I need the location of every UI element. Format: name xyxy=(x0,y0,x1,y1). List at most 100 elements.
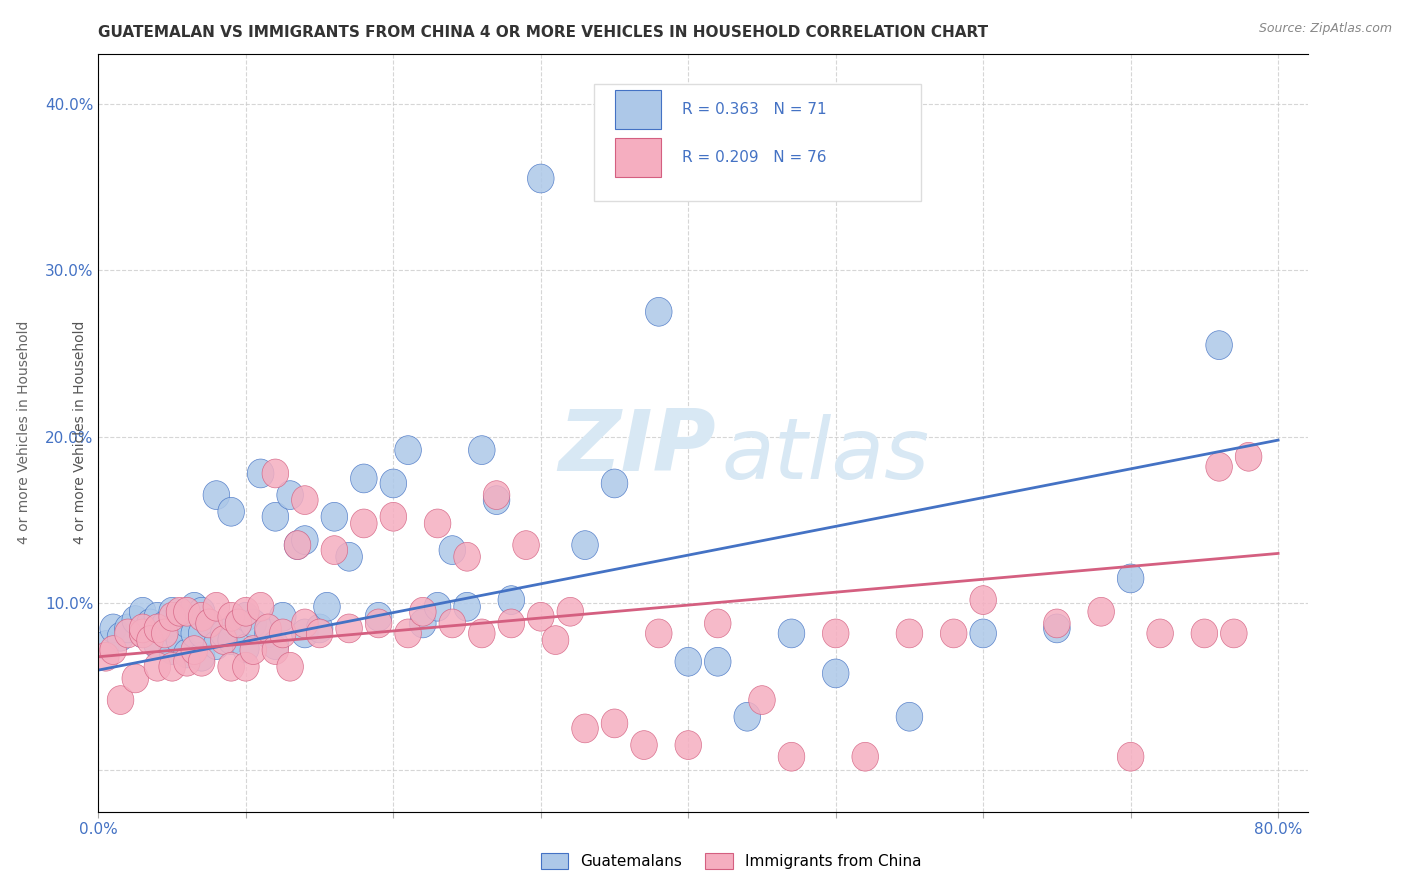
FancyBboxPatch shape xyxy=(614,90,661,129)
Ellipse shape xyxy=(1088,598,1115,626)
Ellipse shape xyxy=(366,609,392,638)
Ellipse shape xyxy=(181,636,208,665)
Ellipse shape xyxy=(543,625,569,655)
Ellipse shape xyxy=(277,652,304,681)
Ellipse shape xyxy=(572,531,599,559)
Ellipse shape xyxy=(645,619,672,648)
Ellipse shape xyxy=(202,481,229,509)
Ellipse shape xyxy=(941,619,967,648)
Ellipse shape xyxy=(143,631,170,659)
Ellipse shape xyxy=(173,648,200,676)
Ellipse shape xyxy=(188,642,215,671)
Ellipse shape xyxy=(93,631,120,659)
Ellipse shape xyxy=(734,702,761,731)
Ellipse shape xyxy=(380,469,406,498)
Ellipse shape xyxy=(896,702,922,731)
Ellipse shape xyxy=(100,614,127,643)
FancyBboxPatch shape xyxy=(595,84,921,202)
Ellipse shape xyxy=(247,592,274,621)
Text: R = 0.363   N = 71: R = 0.363 N = 71 xyxy=(682,102,827,117)
Ellipse shape xyxy=(321,536,347,565)
Ellipse shape xyxy=(307,619,333,648)
Ellipse shape xyxy=(778,742,804,772)
Ellipse shape xyxy=(262,459,288,488)
Ellipse shape xyxy=(602,469,628,498)
Ellipse shape xyxy=(645,297,672,326)
Ellipse shape xyxy=(211,619,238,648)
Ellipse shape xyxy=(439,536,465,565)
Ellipse shape xyxy=(159,652,186,681)
Ellipse shape xyxy=(218,625,245,655)
Ellipse shape xyxy=(314,592,340,621)
Ellipse shape xyxy=(232,652,259,681)
Text: ZIP: ZIP xyxy=(558,406,716,490)
Ellipse shape xyxy=(527,602,554,632)
Ellipse shape xyxy=(240,636,267,665)
Ellipse shape xyxy=(395,619,422,648)
Ellipse shape xyxy=(704,648,731,676)
Ellipse shape xyxy=(152,619,179,648)
Ellipse shape xyxy=(247,459,274,488)
Text: atlas: atlas xyxy=(721,414,929,497)
Y-axis label: 4 or more Vehicles in Household: 4 or more Vehicles in Household xyxy=(17,321,31,544)
Ellipse shape xyxy=(970,586,997,615)
Ellipse shape xyxy=(484,481,510,509)
Ellipse shape xyxy=(240,609,267,638)
Ellipse shape xyxy=(439,609,465,638)
Ellipse shape xyxy=(129,619,156,648)
Ellipse shape xyxy=(336,542,363,571)
Ellipse shape xyxy=(1118,742,1144,772)
Ellipse shape xyxy=(152,611,179,640)
Ellipse shape xyxy=(307,614,333,643)
Ellipse shape xyxy=(232,602,259,632)
Ellipse shape xyxy=(778,619,804,648)
Ellipse shape xyxy=(1147,619,1174,648)
Ellipse shape xyxy=(321,502,347,531)
Ellipse shape xyxy=(1043,609,1070,638)
Ellipse shape xyxy=(173,609,200,638)
Ellipse shape xyxy=(129,619,156,648)
Ellipse shape xyxy=(468,619,495,648)
Ellipse shape xyxy=(218,498,245,526)
Ellipse shape xyxy=(350,464,377,493)
Ellipse shape xyxy=(181,592,208,621)
Ellipse shape xyxy=(107,686,134,714)
Ellipse shape xyxy=(1043,614,1070,643)
Ellipse shape xyxy=(675,648,702,676)
Ellipse shape xyxy=(425,509,451,538)
Ellipse shape xyxy=(631,731,658,759)
Ellipse shape xyxy=(218,602,245,632)
Ellipse shape xyxy=(270,619,297,648)
Ellipse shape xyxy=(409,609,436,638)
Ellipse shape xyxy=(188,598,215,626)
Ellipse shape xyxy=(675,731,702,759)
Ellipse shape xyxy=(262,631,288,659)
Ellipse shape xyxy=(181,619,208,648)
Ellipse shape xyxy=(159,636,186,665)
Ellipse shape xyxy=(291,525,318,555)
Ellipse shape xyxy=(202,631,229,659)
Ellipse shape xyxy=(225,609,252,638)
Ellipse shape xyxy=(498,586,524,615)
Y-axis label: 4 or more Vehicles in Household: 4 or more Vehicles in Household xyxy=(73,321,87,544)
Ellipse shape xyxy=(468,435,495,465)
Ellipse shape xyxy=(188,648,215,676)
Ellipse shape xyxy=(513,531,540,559)
Ellipse shape xyxy=(159,614,186,643)
Ellipse shape xyxy=(748,686,775,714)
Ellipse shape xyxy=(143,614,170,643)
Ellipse shape xyxy=(225,609,252,638)
Text: R = 0.209   N = 76: R = 0.209 N = 76 xyxy=(682,150,827,165)
Ellipse shape xyxy=(115,614,141,643)
Ellipse shape xyxy=(425,592,451,621)
Ellipse shape xyxy=(284,531,311,559)
Ellipse shape xyxy=(395,435,422,465)
Ellipse shape xyxy=(188,619,215,648)
Ellipse shape xyxy=(1220,619,1247,648)
Ellipse shape xyxy=(143,652,170,681)
Ellipse shape xyxy=(93,642,120,671)
Ellipse shape xyxy=(284,531,311,559)
Ellipse shape xyxy=(136,625,163,655)
Ellipse shape xyxy=(277,481,304,509)
Ellipse shape xyxy=(823,659,849,688)
